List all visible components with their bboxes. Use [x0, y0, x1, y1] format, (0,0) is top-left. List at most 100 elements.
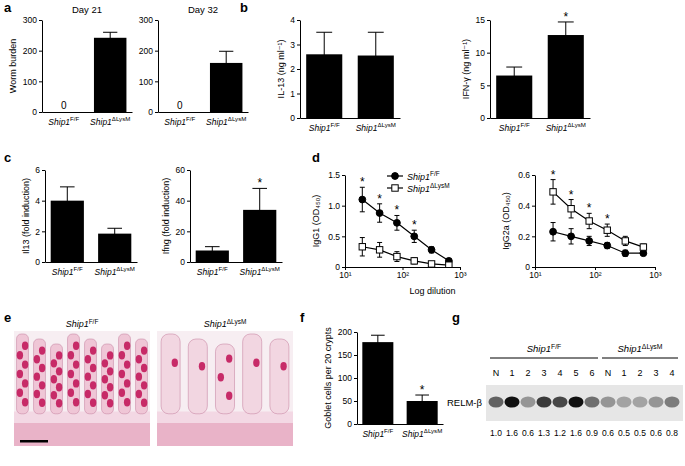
error-whisker: [514, 67, 515, 84]
goblet-cell: [56, 367, 62, 375]
band-quantification: 0.8: [666, 428, 678, 438]
marker: [568, 206, 574, 212]
band-quantification: 0.5: [634, 428, 646, 438]
tick-label: 2: [35, 227, 40, 237]
tick-label: Ship1ΔLysM: [90, 115, 130, 127]
marker: [586, 218, 592, 224]
tick-mark: [39, 51, 42, 52]
band-quantification: 1.2: [554, 428, 566, 438]
tick-label: 0.2: [518, 232, 530, 242]
significance-mark: *: [395, 203, 400, 217]
goblet-cell: [102, 359, 108, 367]
histology-image: [14, 331, 150, 446]
error-whisker: [226, 51, 227, 74]
tick-mark: [39, 81, 42, 82]
tick: 0: [480, 113, 490, 123]
tick-label: 0: [347, 419, 352, 429]
error-cap: [623, 245, 628, 246]
series: [550, 180, 647, 251]
tick-mark: [187, 231, 190, 232]
goblet-cell: [199, 362, 205, 370]
goblet-cell: [90, 399, 96, 407]
error-cap: [377, 222, 382, 223]
villus: [102, 344, 114, 414]
tick: 10²: [589, 267, 601, 280]
goblet-cell: [136, 390, 142, 398]
significance-mark: *: [412, 218, 417, 232]
goblet-cell: [136, 355, 142, 363]
panel-label: a: [4, 0, 12, 15]
villus: [136, 339, 148, 414]
tick-mark: [42, 170, 45, 171]
band-quantification: 1.6: [506, 428, 518, 438]
bar: [362, 342, 393, 424]
goblet-cell: [141, 346, 147, 354]
tick-label: 10¹: [339, 270, 351, 280]
tick: 0: [290, 113, 300, 123]
genotype: F/F: [74, 265, 83, 272]
marker: [568, 233, 575, 240]
tick-label: Ship1ΔLysM: [95, 265, 135, 277]
submucosa: [14, 412, 150, 424]
error-cap: [371, 335, 385, 336]
error-whisker: [324, 32, 325, 76]
error-bar: [107, 228, 122, 239]
villus: [188, 339, 207, 414]
villus: [68, 334, 80, 414]
tick-mark: [532, 267, 535, 268]
villus: [161, 334, 180, 414]
tick-mark: [187, 170, 190, 171]
villus: [51, 344, 63, 414]
error-cap: [569, 228, 574, 229]
error-bar: [103, 32, 117, 43]
tick-label: 300: [23, 15, 37, 25]
axis-line: [358, 424, 444, 425]
tick-mark: [42, 262, 45, 263]
lane-label: 2: [637, 368, 642, 378]
error-cap: [551, 222, 556, 223]
histology-image: [157, 331, 293, 446]
marker: [359, 244, 365, 250]
y-axis: 00.20.40.6: [518, 170, 535, 272]
significance-mark: *: [420, 383, 425, 397]
goblet-cell: [22, 342, 28, 350]
error-cap: [506, 67, 522, 68]
tick-mark: [342, 175, 345, 176]
error-whisker: [67, 187, 68, 215]
goblet-cell: [85, 372, 91, 380]
axis-line: [345, 176, 346, 268]
x-axis: Ship1F/FShip1ΔLysM: [43, 113, 133, 127]
data-label: 0: [61, 100, 67, 111]
marker: [376, 247, 382, 253]
legend-marker: [392, 173, 399, 180]
tick: 15: [476, 15, 490, 25]
band: [521, 397, 536, 408]
marker: [394, 219, 401, 226]
goblet-cell: [68, 370, 74, 378]
axis-line: [190, 171, 191, 263]
y-axis: 0204060: [176, 165, 191, 267]
genotype: ΔLysM: [430, 182, 450, 190]
tick: 300: [139, 15, 158, 25]
band: [617, 397, 632, 408]
goblet-cell: [124, 342, 130, 350]
goblet-cell: [218, 373, 224, 381]
legend-label: Ship1F/F: [407, 170, 440, 182]
error-bar: [569, 229, 574, 244]
error-bar: [60, 187, 75, 215]
tick: 100: [338, 373, 357, 383]
y-axis-title: IgG2a (OD₄₅₀): [501, 192, 511, 250]
goblet-cell: [39, 381, 45, 389]
marker: [550, 189, 556, 195]
marker: [411, 258, 417, 264]
significance-mark: *: [551, 168, 556, 182]
tick-label: 6: [35, 165, 40, 175]
goblet-cell: [172, 359, 178, 367]
gene-name: Ship1: [527, 343, 551, 354]
error-cap: [360, 237, 365, 238]
marker: [550, 228, 557, 235]
legend-marker: [392, 185, 398, 191]
y-axis-title: Il13 (fold induction): [21, 178, 31, 254]
goblet-cell: [56, 399, 62, 407]
error-cap: [569, 217, 574, 218]
